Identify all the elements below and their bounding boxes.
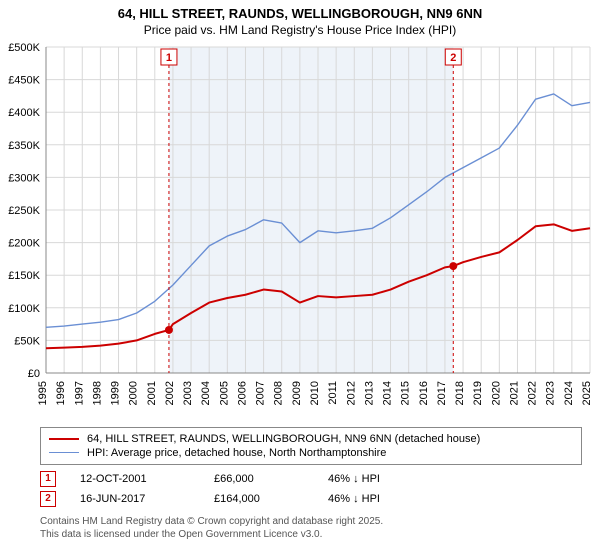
- legend: 64, HILL STREET, RAUNDS, WELLINGBOROUGH,…: [40, 427, 582, 465]
- svg-text:£450K: £450K: [8, 74, 40, 86]
- svg-text:£250K: £250K: [8, 205, 40, 217]
- svg-text:1: 1: [166, 52, 172, 64]
- svg-text:2022: 2022: [527, 381, 539, 405]
- svg-text:1996: 1996: [55, 381, 67, 405]
- chart-subtitle: Price paid vs. HM Land Registry's House …: [0, 23, 600, 41]
- svg-text:2012: 2012: [345, 381, 357, 405]
- svg-text:2009: 2009: [291, 381, 303, 405]
- svg-text:2011: 2011: [327, 381, 339, 405]
- sale-marker: 1: [40, 471, 56, 487]
- sale-date: 12-OCT-2001: [80, 473, 190, 485]
- chart-title: 64, HILL STREET, RAUNDS, WELLINGBOROUGH,…: [0, 0, 600, 23]
- svg-text:£400K: £400K: [8, 107, 40, 119]
- svg-text:1995: 1995: [37, 381, 49, 405]
- legend-swatch: [49, 452, 79, 453]
- svg-text:2023: 2023: [545, 381, 557, 405]
- svg-text:2019: 2019: [472, 381, 484, 405]
- price-chart: £0 £50K £100K £150K £200K £250K £300K £350K £400…: [0, 41, 600, 421]
- legend-item: 64, HILL STREET, RAUNDS, WELLINGBOROUGH,…: [49, 432, 573, 446]
- svg-text:2000: 2000: [128, 381, 140, 405]
- footer-line: Contains HM Land Registry data © Crown c…: [40, 515, 582, 528]
- svg-text:2018: 2018: [454, 381, 466, 405]
- svg-text:£50K: £50K: [14, 335, 40, 347]
- svg-text:2008: 2008: [273, 381, 285, 405]
- svg-text:2: 2: [450, 52, 456, 64]
- svg-text:2021: 2021: [508, 381, 520, 405]
- svg-text:£100K: £100K: [8, 303, 40, 315]
- svg-text:2005: 2005: [218, 381, 230, 405]
- svg-text:£350K: £350K: [8, 140, 40, 152]
- legend-swatch: [49, 438, 79, 440]
- svg-text:2013: 2013: [363, 381, 375, 405]
- sale-marker: 2: [40, 491, 56, 507]
- svg-text:2025: 2025: [581, 381, 593, 405]
- svg-text:2014: 2014: [382, 381, 394, 405]
- svg-text:2004: 2004: [200, 381, 212, 405]
- sale-price: £66,000: [214, 473, 304, 485]
- svg-text:£200K: £200K: [8, 237, 40, 249]
- svg-text:1999: 1999: [110, 381, 122, 405]
- legend-label: HPI: Average price, detached house, Nort…: [87, 447, 386, 459]
- svg-text:2020: 2020: [490, 381, 502, 405]
- legend-label: 64, HILL STREET, RAUNDS, WELLINGBOROUGH,…: [87, 433, 480, 445]
- attribution: Contains HM Land Registry data © Crown c…: [40, 515, 582, 541]
- svg-text:2002: 2002: [164, 381, 176, 405]
- svg-text:2003: 2003: [182, 381, 194, 405]
- svg-text:£0: £0: [28, 368, 40, 380]
- sale-delta: 46% ↓ HPI: [328, 473, 428, 485]
- svg-text:2007: 2007: [255, 381, 267, 405]
- sales-table: 1 12-OCT-2001 £66,000 46% ↓ HPI 2 16-JUN-2017…: [40, 469, 582, 509]
- sale-row: 1 12-OCT-2001 £66,000 46% ↓ HPI: [40, 469, 582, 489]
- sale-price: £164,000: [214, 493, 304, 505]
- svg-text:2001: 2001: [146, 381, 158, 405]
- chart-container: 64, HILL STREET, RAUNDS, WELLINGBOROUGH,…: [0, 0, 600, 560]
- sale-date: 16-JUN-2017: [80, 493, 190, 505]
- svg-text:2017: 2017: [436, 381, 448, 405]
- svg-text:2015: 2015: [400, 381, 412, 405]
- svg-text:1997: 1997: [73, 381, 85, 405]
- svg-text:£500K: £500K: [8, 42, 40, 54]
- svg-text:£300K: £300K: [8, 172, 40, 184]
- sale-row: 2 16-JUN-2017 £164,000 46% ↓ HPI: [40, 489, 582, 509]
- svg-text:2010: 2010: [309, 381, 321, 405]
- svg-text:2016: 2016: [418, 381, 430, 405]
- svg-text:2006: 2006: [236, 381, 248, 405]
- footer-line: This data is licensed under the Open Gov…: [40, 528, 582, 541]
- legend-item: HPI: Average price, detached house, Nort…: [49, 446, 573, 460]
- svg-text:£150K: £150K: [8, 270, 40, 282]
- svg-text:1998: 1998: [91, 381, 103, 405]
- sale-delta: 46% ↓ HPI: [328, 493, 428, 505]
- svg-text:2024: 2024: [563, 381, 575, 405]
